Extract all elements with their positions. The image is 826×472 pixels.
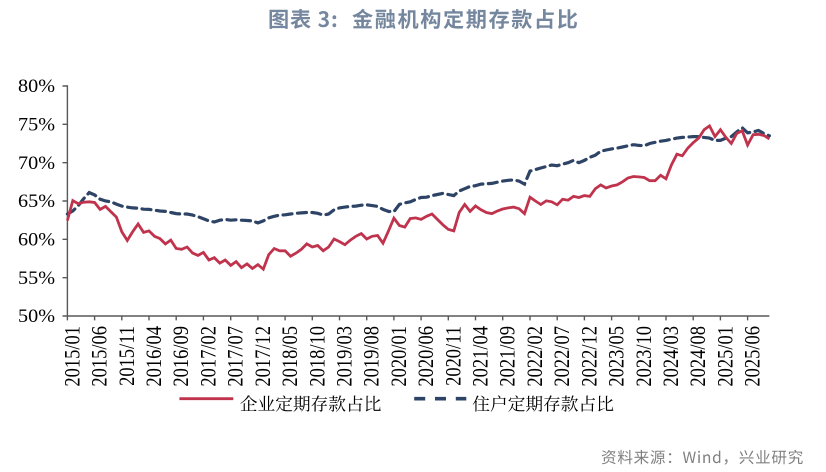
svg-text:2020/06: 2020/06 [415, 326, 439, 387]
svg-text:2025/06: 2025/06 [741, 326, 765, 387]
svg-text:70%: 70% [18, 154, 55, 174]
svg-text:2022/12: 2022/12 [578, 326, 602, 387]
svg-text:2020/01: 2020/01 [387, 326, 411, 387]
svg-text:2018/10: 2018/10 [306, 326, 330, 387]
svg-text:2022/02: 2022/02 [524, 326, 548, 387]
svg-text:2018/05: 2018/05 [279, 326, 303, 387]
svg-text:55%: 55% [18, 269, 55, 289]
svg-text:2017/02: 2017/02 [197, 326, 221, 387]
svg-text:2024/08: 2024/08 [687, 326, 711, 387]
svg-text:2023/10: 2023/10 [632, 326, 656, 387]
svg-text:2024/03: 2024/03 [660, 326, 684, 387]
svg-text:2025/01: 2025/01 [714, 326, 738, 387]
svg-text:80%: 80% [18, 77, 55, 97]
svg-text:2017/07: 2017/07 [224, 326, 248, 387]
svg-text:2021/09: 2021/09 [496, 326, 520, 387]
svg-text:2019/03: 2019/03 [333, 326, 357, 387]
svg-text:75%: 75% [18, 115, 55, 135]
svg-text:2016/04: 2016/04 [143, 326, 167, 387]
svg-text:65%: 65% [18, 192, 55, 212]
svg-text:2015/01: 2015/01 [61, 326, 85, 387]
svg-text:2016/09: 2016/09 [170, 326, 194, 387]
svg-text:2020/11: 2020/11 [442, 326, 466, 386]
svg-text:2021/04: 2021/04 [469, 326, 493, 387]
svg-text:2022/07: 2022/07 [551, 326, 575, 387]
svg-text:2015/06: 2015/06 [88, 326, 112, 387]
svg-text:60%: 60% [18, 230, 55, 250]
svg-text:2023/05: 2023/05 [605, 326, 629, 387]
svg-text:2019/08: 2019/08 [360, 326, 384, 387]
svg-text:50%: 50% [18, 307, 55, 327]
svg-text:2017/12: 2017/12 [251, 326, 275, 387]
svg-text:2015/11: 2015/11 [115, 326, 139, 386]
